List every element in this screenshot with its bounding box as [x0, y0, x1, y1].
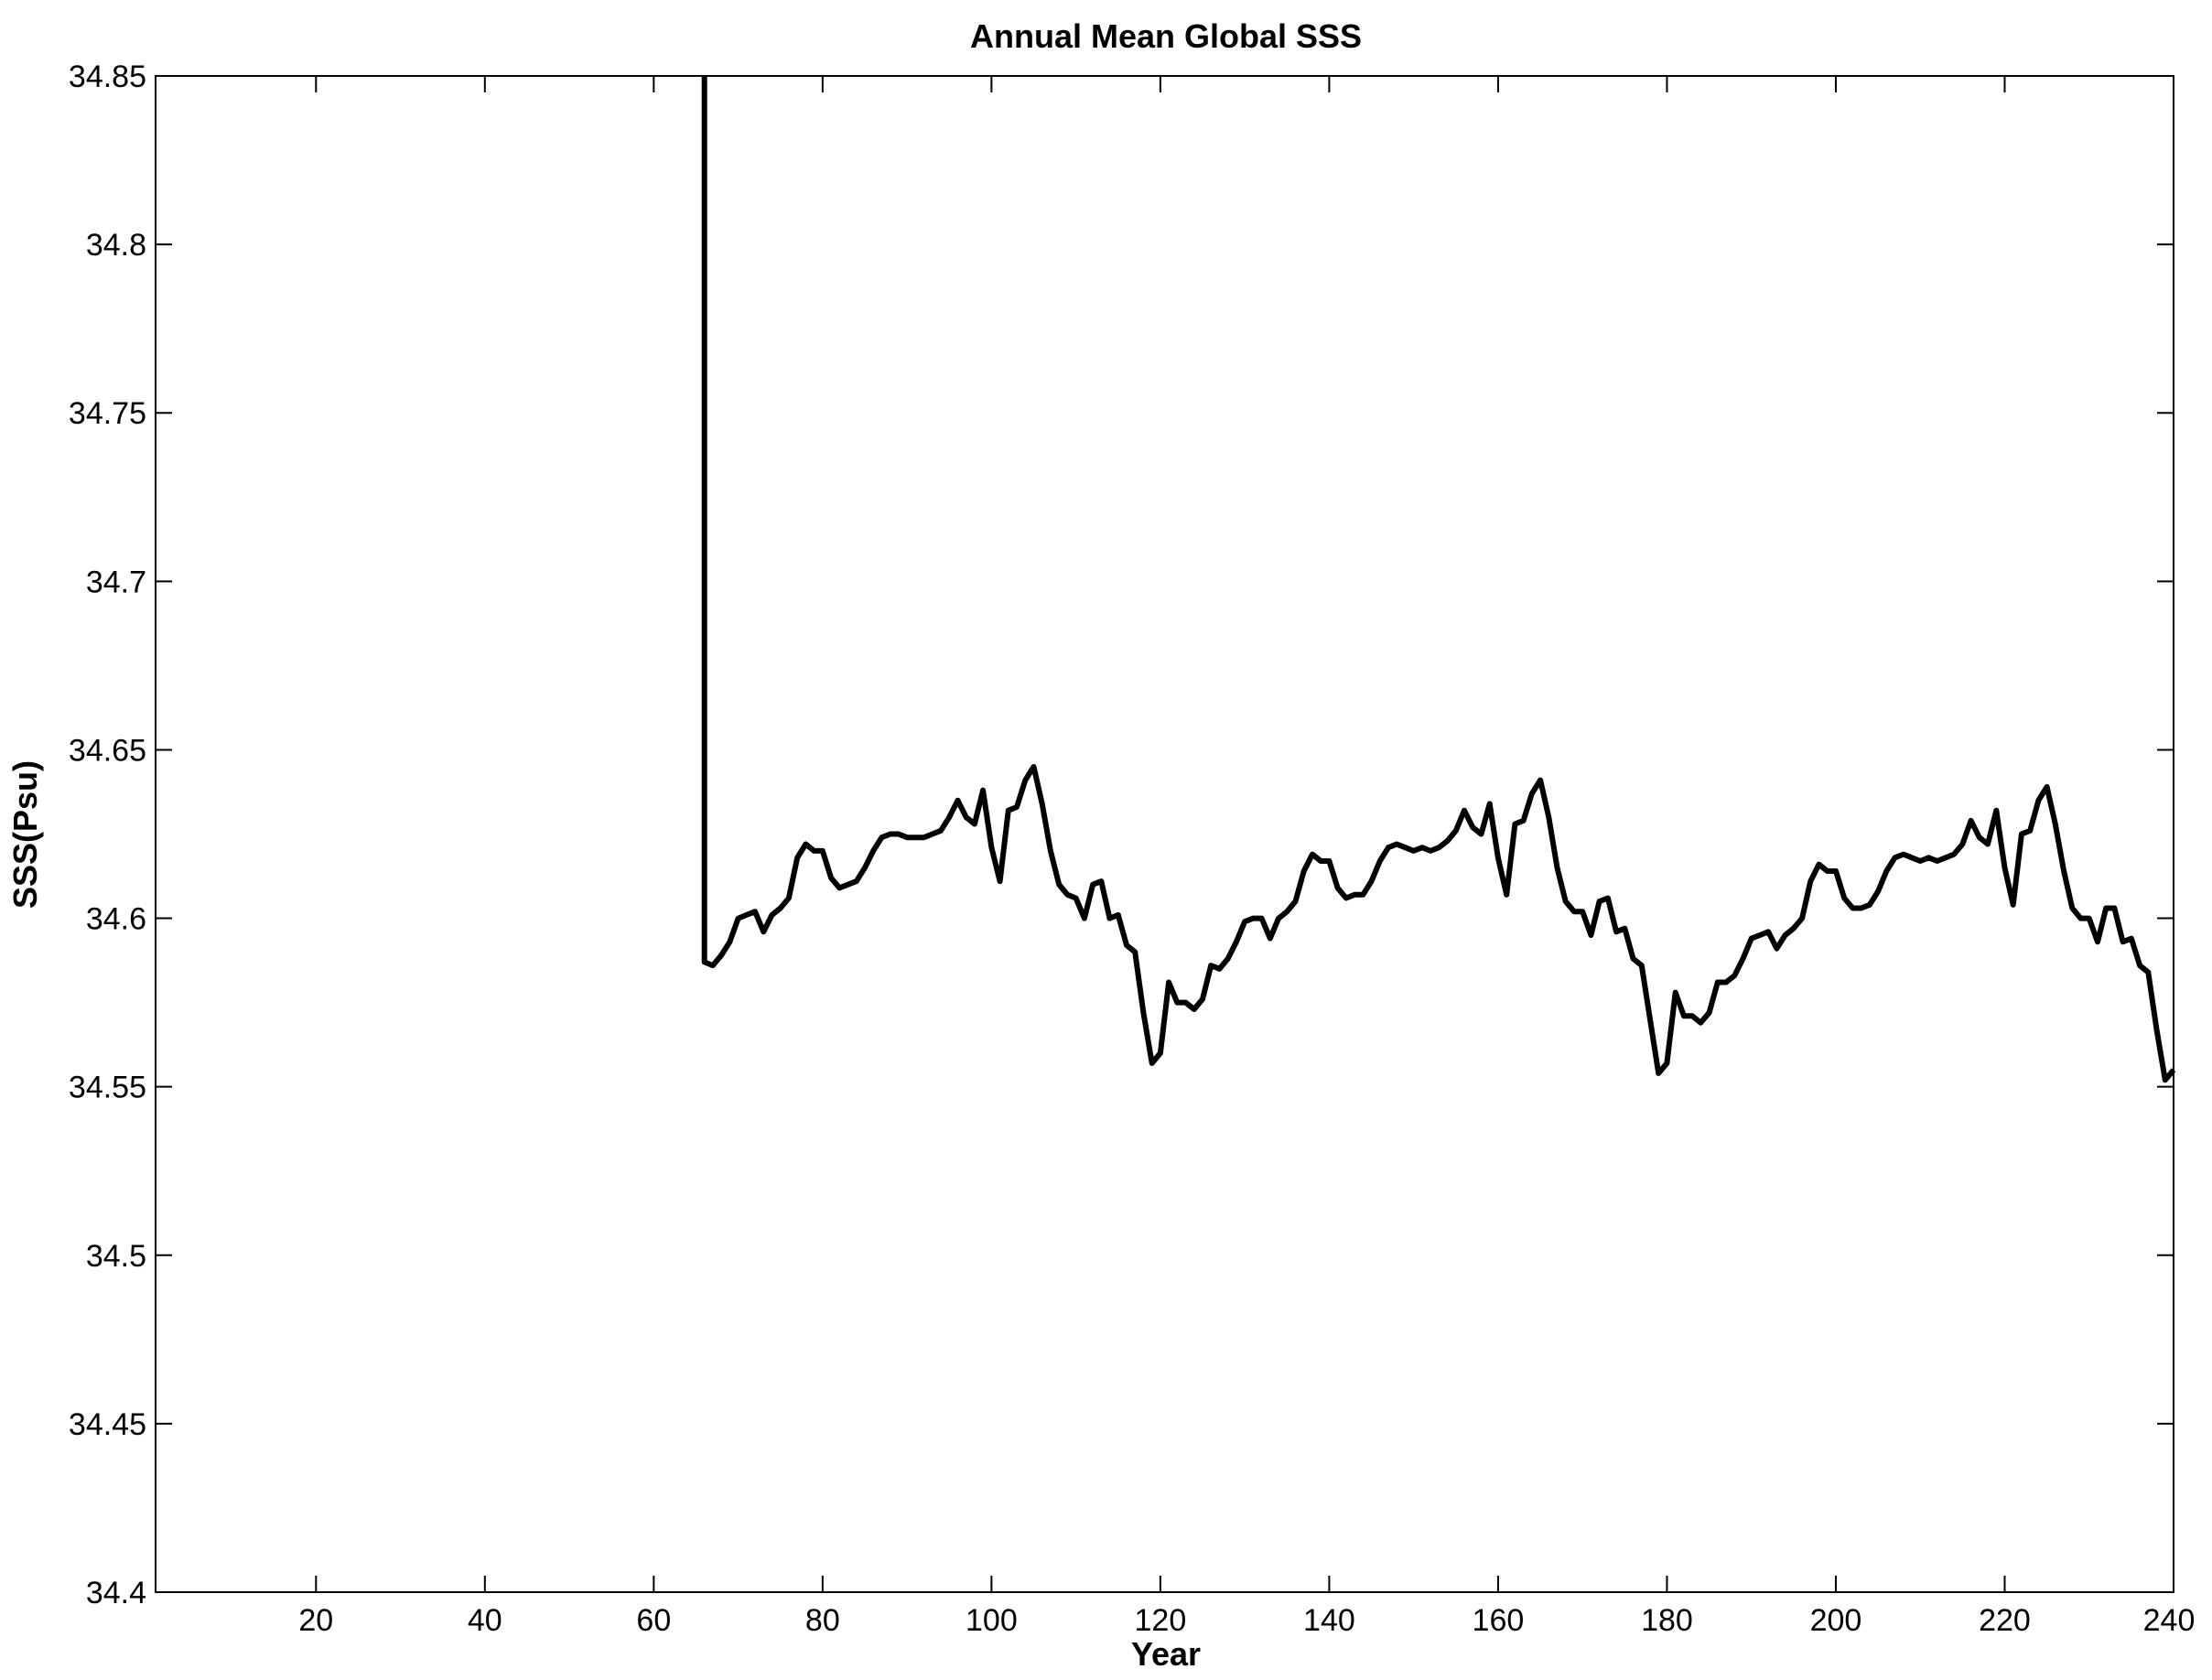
x-tick-label: 160 [1473, 1603, 1525, 1638]
y-tick-label: 34.75 [69, 396, 146, 431]
y-axis: 34.4 34.45 34.5 34.55 34.6 34.65 34.7 34.75 34.8… [69, 59, 2174, 1610]
x-tick-label: 200 [1810, 1603, 1862, 1638]
series-layer [701, 76, 2176, 1083]
y-tick-label: 34.8 [86, 228, 146, 263]
y-tick-label: 34.65 [69, 733, 146, 768]
y-axis-title: SSS(Psu) [6, 760, 44, 909]
y-tick-label: 34.85 [69, 59, 146, 94]
y-tick-label: 34.6 [86, 902, 146, 937]
x-tick-label: 180 [1641, 1603, 1693, 1638]
x-tick-label: 80 [805, 1603, 840, 1638]
x-axis-title: Year [1131, 1635, 1201, 1673]
plot-area-frame [155, 75, 2174, 1593]
x-tick-label: 20 [298, 1603, 333, 1638]
x-axis: 20 40 60 80 100 120 140 160 180 200 220 240 [298, 76, 2195, 1638]
series-line [701, 76, 2176, 1083]
x-tick-label: 120 [1135, 1603, 1187, 1638]
x-tick-label: 220 [1979, 1603, 2031, 1638]
y-tick-label: 34.5 [86, 1239, 146, 1274]
x-tick-label: 240 [2143, 1603, 2196, 1638]
y-tick-label: 34.55 [69, 1071, 146, 1105]
x-tick-label: 100 [966, 1603, 1018, 1638]
y-tick-label: 34.7 [86, 565, 146, 599]
y-tick-label: 34.45 [69, 1407, 146, 1442]
x-tick-label: 60 [636, 1603, 671, 1638]
x-tick-label: 40 [468, 1603, 502, 1638]
chart-title: Annual Mean Global SSS [970, 17, 1362, 55]
y-tick-label: 34.4 [86, 1576, 146, 1610]
x-tick-label: 140 [1303, 1603, 1355, 1638]
